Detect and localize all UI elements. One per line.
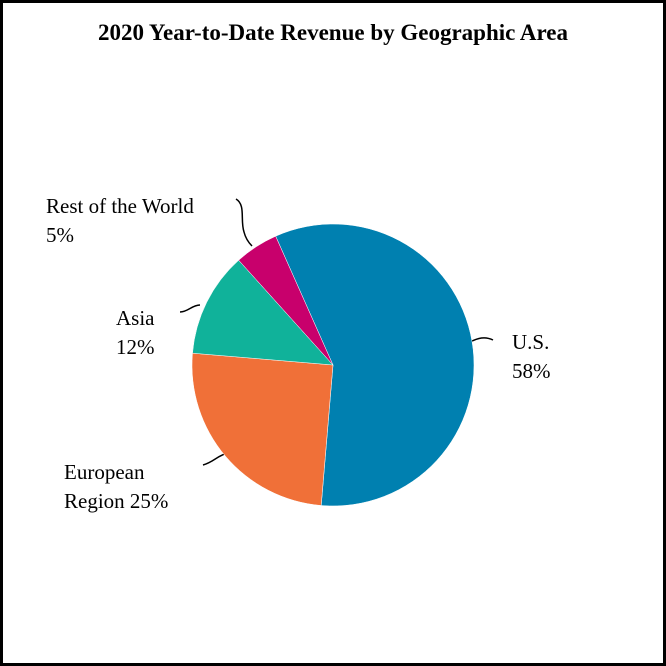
category-label: European Region bbox=[64, 460, 145, 513]
leader-line bbox=[469, 337, 494, 343]
pie-slice bbox=[238, 235, 334, 366]
chart-title: 2020 Year-to-Date Revenue by Geographic … bbox=[98, 20, 568, 45]
value-label: 25% bbox=[129, 489, 169, 513]
leader-line bbox=[235, 198, 253, 247]
pie-slice bbox=[275, 223, 475, 507]
category-label: Rest of the World bbox=[46, 194, 194, 218]
slice-label: U.S. 58% bbox=[512, 328, 562, 386]
leader-line bbox=[179, 304, 201, 313]
pie-slice bbox=[192, 259, 334, 366]
slice-label: Rest of the World 5% bbox=[46, 192, 226, 250]
value-label: 12% bbox=[116, 335, 155, 359]
slice-label: European Region 25% bbox=[64, 458, 194, 516]
category-label: Asia bbox=[116, 306, 155, 330]
slice-label: Asia 12% bbox=[116, 304, 171, 362]
category-label: U.S. bbox=[512, 330, 550, 354]
value-label: 58% bbox=[512, 359, 551, 383]
value-label: 5% bbox=[46, 223, 74, 247]
pie-slice bbox=[191, 352, 334, 506]
